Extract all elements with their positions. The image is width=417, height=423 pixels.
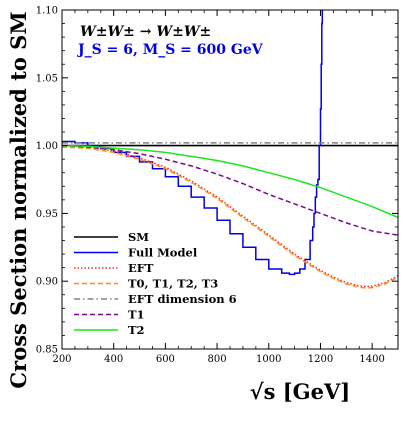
curves-layer [62,10,398,289]
legend-label-full-model: Full Model [128,246,198,260]
legend-label-eft-dimension-6: EFT dimension 6 [128,292,237,306]
y-tick-label-0.95: 0.95 [36,209,58,220]
x-tick-label-1400: 1400 [359,354,384,365]
series-t0-t1-t2-t3-line [62,146,398,289]
params-annotation: J_S = 6, M_S = 600 GeV [76,42,264,58]
x-tick-label-600: 600 [156,354,175,365]
series-t1-line [62,144,398,236]
x-tick-label-1000: 1000 [256,354,281,365]
series-eft-line [62,144,398,288]
x-tick-label-800: 800 [208,354,227,365]
x-tick-label-400: 400 [104,354,123,365]
y-tick-label-1: 1.00 [36,141,58,152]
series-t2-line [62,144,398,219]
y-tick-label-0.85: 0.85 [36,345,58,356]
legend-label-t0-t1-t2-t3: T0, T1, T2, T3 [128,277,218,291]
legend-label-eft: EFT [128,261,154,275]
process-annotation: W±W± → W±W± [80,24,211,40]
y-tick-label-1.05: 1.05 [36,73,58,84]
y-tick-label-1.1: 1.10 [36,6,58,17]
x-axis-label: √s [GeV] [250,379,350,404]
legend-label-t1: T1 [128,308,145,322]
y-axis-label: Cross Section normalized to SM [6,11,31,388]
ticks-layer: 200 400 600 800 1000 1200 1400 0.85 0.90 0.95 1.00… [36,6,399,365]
legend-label-t2: T2 [128,323,145,337]
x-tick-label-1200: 1200 [308,354,333,365]
x-tick-label-200: 200 [52,354,71,365]
legend-label-sm: SM [128,230,149,244]
y-tick-label-0.9: 0.90 [36,277,58,288]
